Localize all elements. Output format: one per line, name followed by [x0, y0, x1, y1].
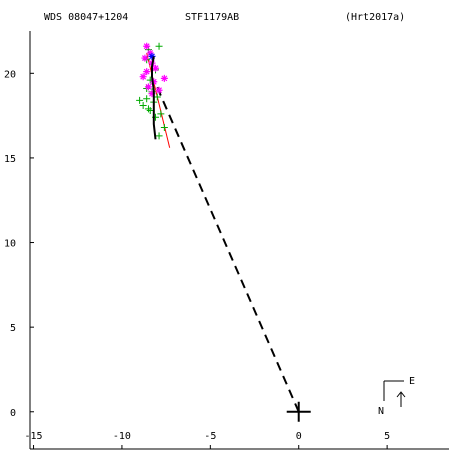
plus-marker: [155, 132, 163, 140]
asterisk-marker: [143, 68, 151, 76]
asterisk-marker: [152, 64, 160, 72]
plus-marker: [136, 96, 144, 104]
asterisk-marker: [148, 90, 156, 98]
x-tick-label: -5: [204, 431, 216, 442]
plus-marker: [155, 42, 163, 50]
asterisk-marker: [160, 74, 168, 82]
asterisk-marker: [144, 83, 152, 91]
plus-marker: [144, 105, 152, 113]
x-tick-label: -15: [25, 431, 43, 442]
blue-asterisk-marker: [148, 52, 156, 60]
asterisk-marker: [150, 78, 158, 86]
plus-marker: [153, 93, 161, 101]
plus-marker: [139, 101, 147, 109]
plus-marker: [160, 123, 168, 131]
asterisk-marker: [146, 49, 154, 57]
plus-marker: [157, 110, 165, 118]
plus-marker: [146, 107, 154, 115]
wds-label: WDS 08047+1204: [44, 12, 128, 23]
x-tick-label: 0: [296, 431, 302, 442]
x-tick-label: 5: [384, 431, 390, 442]
compass-arrow-head: [396, 391, 406, 398]
motion-line: [146, 52, 171, 148]
y-tick-label: 15: [4, 154, 16, 165]
compass: E N: [378, 376, 415, 417]
axis-ticks: -15 -10 -5 0 5 0 5 10 15 20: [4, 69, 390, 449]
reference-label: (Hrt2017a): [345, 12, 405, 23]
orbit-arc: [151, 56, 157, 140]
asterisk-marker: [141, 54, 149, 62]
y-tick-label: 10: [4, 239, 16, 250]
primary-star-marker: [286, 401, 311, 422]
y-tick-label: 5: [10, 323, 16, 334]
asterisk-marker: [143, 42, 151, 50]
node-line: [154, 83, 300, 413]
asterisk-marker: [139, 73, 147, 81]
y-tick-label: 20: [4, 69, 16, 80]
x-tick-label: -10: [113, 431, 131, 442]
plus-marker: [143, 95, 151, 103]
compass-east-label: E: [409, 376, 415, 387]
pair-label: STF1179AB: [185, 12, 239, 23]
compass-north-label: N: [378, 406, 384, 417]
asterisk-marker: [155, 86, 163, 94]
y-tick-label: 0: [10, 408, 16, 419]
data-marks: [136, 42, 311, 422]
